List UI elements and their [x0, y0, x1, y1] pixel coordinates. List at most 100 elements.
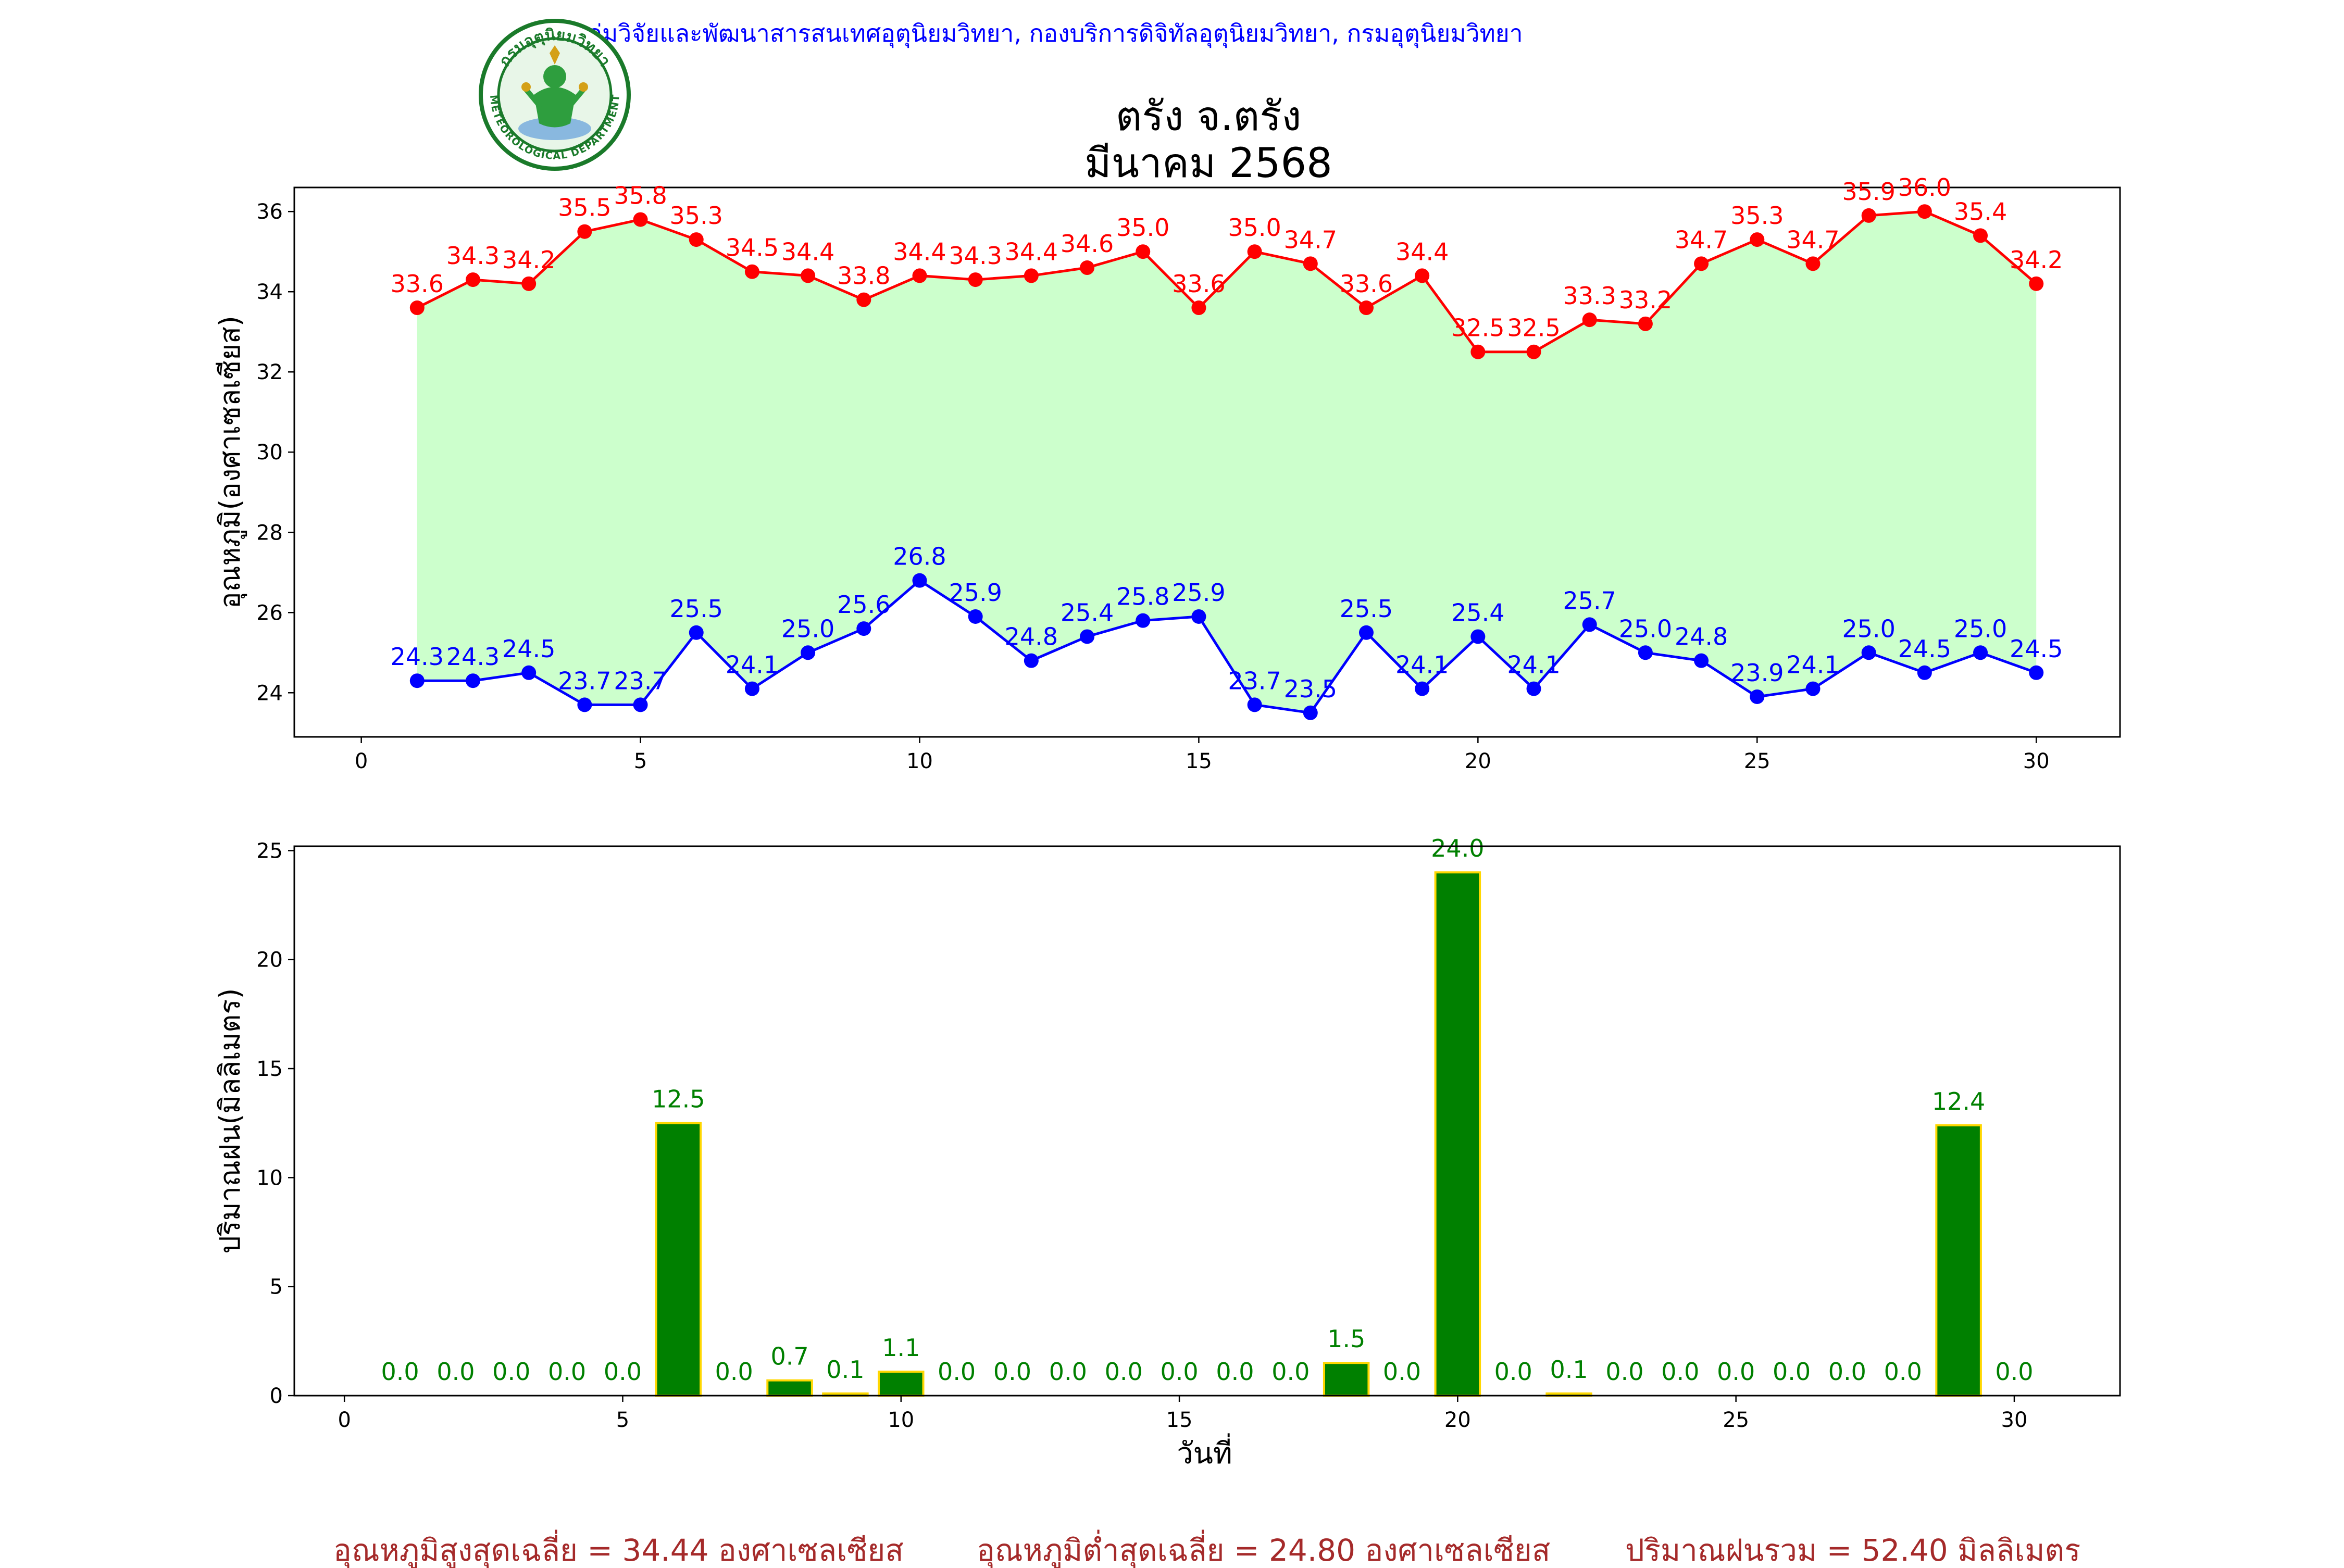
temperature-max-point	[1191, 300, 1206, 316]
temperature-max-point	[521, 276, 537, 291]
rainfall-ytick-label: 20	[256, 948, 283, 972]
rainfall-value-label: 0.0	[938, 1358, 976, 1386]
temperature-max-point	[1805, 256, 1821, 271]
rainfall-value-label: 0.0	[1995, 1358, 2033, 1386]
temperature-min-point	[856, 621, 871, 636]
temperature-max-point	[633, 212, 648, 227]
temperature-min-value-label: 25.4	[1061, 598, 1114, 626]
temperature-min-value-label: 24.1	[1786, 651, 1839, 679]
temperature-ytick-label: 30	[256, 441, 283, 465]
temperature-ytick-label: 36	[256, 200, 283, 224]
temperature-xtick-label: 20	[1465, 749, 1491, 773]
temperature-max-point	[1638, 316, 1653, 331]
temperature-min-point	[1638, 645, 1653, 660]
temperature-max-point	[1470, 344, 1486, 359]
temperature-max-value-label: 34.7	[1675, 225, 1728, 254]
rainfall-value-label: 0.0	[381, 1358, 419, 1386]
meteorological-department-logo: กรมอุตุนิยมวิทยา METEOROLOGICAL DEPARTME…	[479, 19, 631, 171]
temperature-max-value-label: 34.2	[2010, 246, 2063, 274]
rainfall-ytick-label: 5	[270, 1275, 283, 1299]
temperature-min-point	[1247, 697, 1262, 712]
chart-title-line1: ตรัง จ.ตรัง	[1115, 93, 1302, 140]
rainfall-value-label: 0.0	[1828, 1358, 1866, 1386]
temperature-max-value-label: 35.4	[1954, 197, 2007, 225]
temperature-max-value-label: 34.3	[949, 242, 1002, 270]
temperature-max-value-label: 33.6	[1340, 270, 1393, 298]
rainfall-value-label: 1.1	[882, 1334, 920, 1362]
temperature-min-value-label: 25.0	[781, 614, 834, 643]
rainfall-bar	[655, 1122, 702, 1397]
temperature-max-value-label: 34.4	[781, 237, 834, 266]
rainfall-value-label: 0.0	[1605, 1358, 1643, 1386]
temperature-max-value-label: 34.2	[502, 246, 555, 274]
temperature-max-point	[1861, 208, 1876, 223]
rainfall-bar	[878, 1370, 925, 1397]
temperature-min-value-label: 24.1	[726, 651, 779, 679]
temperature-max-value-label: 33.3	[1563, 282, 1616, 310]
temperature-min-point	[1750, 689, 1765, 704]
rainfall-ytick-label: 25	[256, 839, 283, 863]
temperature-max-value-label: 34.5	[726, 234, 779, 262]
temperature-min-point	[1861, 645, 1876, 660]
temperature-min-value-label: 24.5	[1898, 635, 1951, 663]
temperature-min-point	[1024, 653, 1039, 668]
temperature-min-value-label: 26.8	[893, 543, 946, 571]
temperature-max-value-label: 35.5	[558, 194, 611, 222]
temperature-min-value-label: 25.5	[1340, 595, 1393, 623]
temperature-max-point	[1415, 268, 1430, 283]
temperature-range-fill	[417, 211, 2037, 713]
temperature-min-point	[1582, 617, 1597, 632]
temperature-min-value-label: 24.8	[1675, 623, 1728, 651]
footer-total-rain: ปริมาณฝนรวม = 52.40 มิลลิเมตร	[1625, 1533, 2081, 1568]
temperature-min-value-label: 25.0	[1842, 614, 1895, 643]
temperature-max-value-label: 32.5	[1451, 314, 1504, 342]
temperature-xtick-label: 30	[2023, 749, 2050, 773]
rainfall-ytick-label: 10	[256, 1166, 283, 1190]
temperature-max-point	[1024, 268, 1039, 283]
temperature-min-point	[1136, 613, 1151, 628]
temperature-ytick-label: 26	[256, 601, 283, 625]
rainfall-value-label: 24.0	[1431, 834, 1484, 862]
footer-avg-max: อุณหภูมิสูงสุดเฉลี่ย = 34.44 องศาเซลเซีย…	[333, 1533, 904, 1568]
temperature-ytick-label: 34	[256, 280, 283, 304]
temperature-min-value-label: 24.5	[502, 635, 555, 663]
temperature-max-line	[416, 210, 2037, 354]
rainfall-value-label: 12.5	[652, 1085, 705, 1113]
temperature-min-value-label: 25.0	[1954, 614, 2007, 643]
temperature-min-point	[1080, 629, 1095, 644]
rainfall-chart: 0.0 0.0 0.0 0.0 0.0 12.5 0.0 0.7 0.1 1.1 0.0 0.0 0.0…	[214, 834, 2121, 1471]
rainfall-value-label: 0.0	[1160, 1358, 1198, 1386]
rainfall-value-label: 0.0	[1049, 1358, 1087, 1386]
rainfall-ytick-label: 15	[256, 1057, 283, 1081]
temperature-xtick-label: 5	[634, 749, 647, 773]
rainfall-value-label: 0.0	[1271, 1358, 1310, 1386]
temperature-max-value-label: 34.6	[1061, 230, 1114, 258]
temperature-min-value-label: 24.8	[1005, 623, 1058, 651]
temperature-max-value-label: 34.4	[893, 237, 946, 266]
temperature-max-value-label: 36.0	[1898, 173, 1951, 202]
temperature-min-value-label: 25.0	[1619, 614, 1672, 643]
rainfall-xtick-label: 20	[1444, 1408, 1471, 1432]
rainfall-value-label: 12.4	[1932, 1087, 1985, 1115]
rainfall-value-label: 0.1	[1550, 1356, 1588, 1384]
temperature-max-value-label: 35.0	[1228, 214, 1281, 242]
rainfall-value-label: 0.0	[715, 1358, 753, 1386]
temperature-min-value-label: 23.5	[1284, 675, 1337, 703]
rainfall-value-label: 0.0	[1884, 1358, 1922, 1386]
temperature-max-value-label: 35.3	[1730, 202, 1784, 230]
temperature-max-point	[1526, 344, 1541, 359]
temperature-min-value-label: 24.1	[1395, 651, 1449, 679]
rainfall-value-label: 0.7	[770, 1343, 808, 1371]
temperature-min-value-label: 23.9	[1730, 659, 1784, 687]
temperature-max-point	[409, 300, 425, 316]
temperature-min-point	[1694, 653, 1709, 668]
temperature-xtick-label: 15	[1186, 749, 1212, 773]
temperature-plot-frame	[293, 186, 2121, 738]
temperature-ytick-label: 28	[256, 521, 283, 545]
rainfall-bar	[1935, 1124, 1982, 1397]
temperature-max-value-label: 34.7	[1284, 225, 1337, 254]
temperature-max-point	[465, 272, 480, 287]
temperature-max-value-label: 34.7	[1786, 225, 1839, 254]
temperature-max-value-label: 33.6	[1172, 270, 1225, 298]
